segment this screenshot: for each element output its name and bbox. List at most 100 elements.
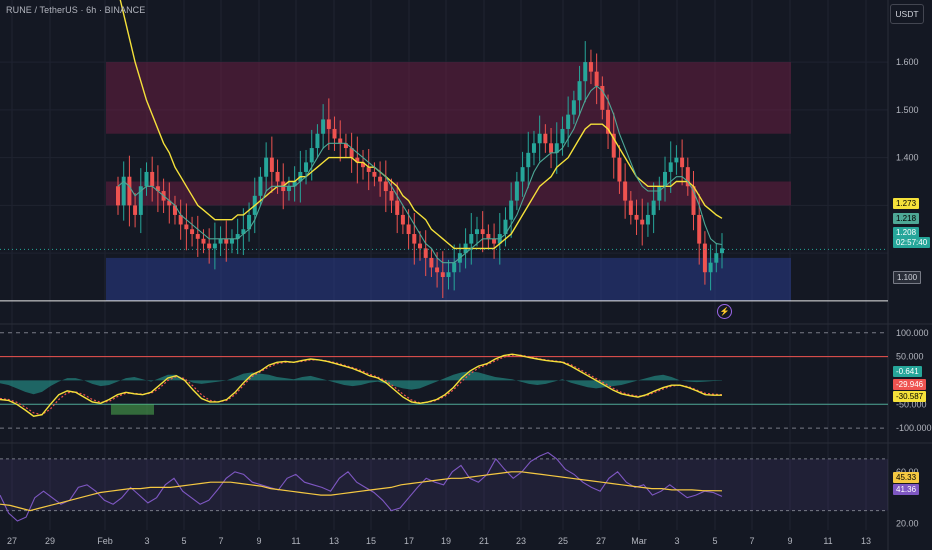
candle-body-47 bbox=[383, 181, 388, 192]
price-tick-1: 1.500 bbox=[896, 105, 919, 115]
candle-body-105 bbox=[714, 253, 719, 263]
x-tick-2: Feb bbox=[97, 536, 113, 546]
countdown-badge: 02:57:40 bbox=[893, 237, 931, 248]
candle-body-45 bbox=[372, 171, 377, 177]
x-tick-17: 3 bbox=[674, 536, 679, 546]
level-badge: 1.100 bbox=[893, 271, 922, 284]
candle-body-0 bbox=[116, 186, 120, 206]
price-tick-0: 1.600 bbox=[896, 57, 919, 67]
x-tick-1: 29 bbox=[45, 536, 55, 546]
candle-body-37 bbox=[326, 119, 331, 129]
candle-body-38 bbox=[332, 128, 337, 139]
ema-slow-badge: 1.273 bbox=[893, 198, 920, 209]
candle-body-6 bbox=[150, 171, 155, 187]
osc-hist-badge: -0.641 bbox=[893, 366, 922, 377]
candle-body-20 bbox=[229, 238, 234, 244]
candle-body-76 bbox=[549, 143, 554, 153]
x-tick-10: 17 bbox=[404, 536, 414, 546]
zone-resistance-0 bbox=[106, 62, 791, 134]
x-tick-9: 15 bbox=[366, 536, 376, 546]
x-tick-22: 13 bbox=[861, 536, 871, 546]
x-tick-19: 7 bbox=[749, 536, 754, 546]
osc-macd-badge: -30.587 bbox=[893, 391, 927, 402]
candle-body-7 bbox=[155, 186, 160, 192]
candle-body-64 bbox=[480, 229, 485, 235]
candle-body-75 bbox=[543, 133, 548, 144]
rsi-line bbox=[0, 451, 723, 522]
candle-body-104 bbox=[708, 262, 713, 273]
candle-body-49 bbox=[395, 200, 400, 215]
candle-body-103 bbox=[702, 243, 707, 273]
candle-body-51 bbox=[406, 224, 411, 235]
x-tick-4: 5 bbox=[181, 536, 186, 546]
candle-body-56 bbox=[435, 267, 440, 273]
candle-body-40 bbox=[343, 143, 348, 149]
x-tick-21: 11 bbox=[823, 536, 832, 546]
osc-tick-1: 50.000 bbox=[896, 352, 924, 362]
candle-body-34 bbox=[309, 148, 314, 163]
candle-body-77 bbox=[554, 143, 559, 153]
x-tick-6: 9 bbox=[256, 536, 261, 546]
candle-body-69 bbox=[509, 200, 514, 220]
candle-body-81 bbox=[577, 81, 582, 101]
rsi-tick-0: 60.00 bbox=[896, 467, 919, 477]
candle-body-63 bbox=[474, 229, 479, 235]
candle-body-100 bbox=[685, 167, 690, 187]
x-tick-13: 23 bbox=[516, 536, 526, 546]
candle-body-89 bbox=[623, 181, 628, 201]
candle-body-22 bbox=[241, 229, 246, 235]
candle-body-11 bbox=[178, 214, 183, 225]
candle-body-97 bbox=[668, 162, 673, 172]
candle-body-15 bbox=[201, 238, 206, 244]
osc-tick-3: -100.000 bbox=[896, 423, 932, 433]
currency-button[interactable]: USDT bbox=[890, 4, 924, 24]
candle-body-5 bbox=[144, 171, 149, 187]
candle-body-96 bbox=[663, 171, 668, 187]
candle-body-39 bbox=[338, 138, 343, 144]
candle-body-79 bbox=[566, 114, 571, 129]
candle-body-88 bbox=[617, 157, 622, 182]
osc-tick-0: 100.000 bbox=[896, 328, 929, 338]
x-tick-3: 3 bbox=[144, 536, 149, 546]
candle-body-66 bbox=[492, 238, 497, 244]
candle-body-72 bbox=[526, 152, 531, 168]
candle-body-80 bbox=[571, 100, 576, 115]
x-tick-7: 11 bbox=[291, 536, 300, 546]
candle-body-106 bbox=[720, 248, 724, 254]
candle-body-13 bbox=[190, 229, 195, 235]
candle-body-17 bbox=[212, 243, 217, 249]
candle-body-78 bbox=[560, 128, 565, 144]
candle-body-101 bbox=[691, 186, 696, 215]
candle-body-71 bbox=[520, 167, 525, 182]
x-tick-16: Mar bbox=[631, 536, 647, 546]
candle-body-53 bbox=[418, 243, 422, 249]
candle-body-91 bbox=[634, 214, 639, 220]
lightning-icon[interactable]: ⚡ bbox=[717, 304, 732, 319]
candle-body-59 bbox=[452, 262, 457, 273]
rsi-tick-1: 20.00 bbox=[896, 519, 919, 529]
candle-body-54 bbox=[423, 248, 428, 258]
candle-body-27 bbox=[269, 157, 274, 172]
x-tick-12: 21 bbox=[479, 536, 489, 546]
x-tick-11: 19 bbox=[441, 536, 451, 546]
x-tick-15: 27 bbox=[596, 536, 606, 546]
candle-body-12 bbox=[184, 224, 189, 230]
candle-body-55 bbox=[429, 257, 434, 268]
candle-body-87 bbox=[611, 133, 616, 158]
candle-body-90 bbox=[628, 200, 633, 215]
candle-body-73 bbox=[531, 143, 536, 153]
candle-body-1 bbox=[121, 176, 126, 206]
candle-body-52 bbox=[412, 234, 417, 244]
candle-body-70 bbox=[514, 181, 519, 201]
candle-body-14 bbox=[195, 234, 200, 239]
symbol-title: RUNE / TetherUS · 6h · BINANCE bbox=[6, 5, 146, 15]
candle-body-62 bbox=[469, 234, 474, 244]
candle-body-26 bbox=[264, 157, 269, 177]
candle-body-68 bbox=[503, 219, 508, 235]
candle-body-102 bbox=[697, 214, 702, 244]
candle-body-3 bbox=[133, 205, 138, 215]
candle-body-84 bbox=[594, 71, 599, 86]
last-price-badge: 1.208 bbox=[893, 227, 920, 238]
